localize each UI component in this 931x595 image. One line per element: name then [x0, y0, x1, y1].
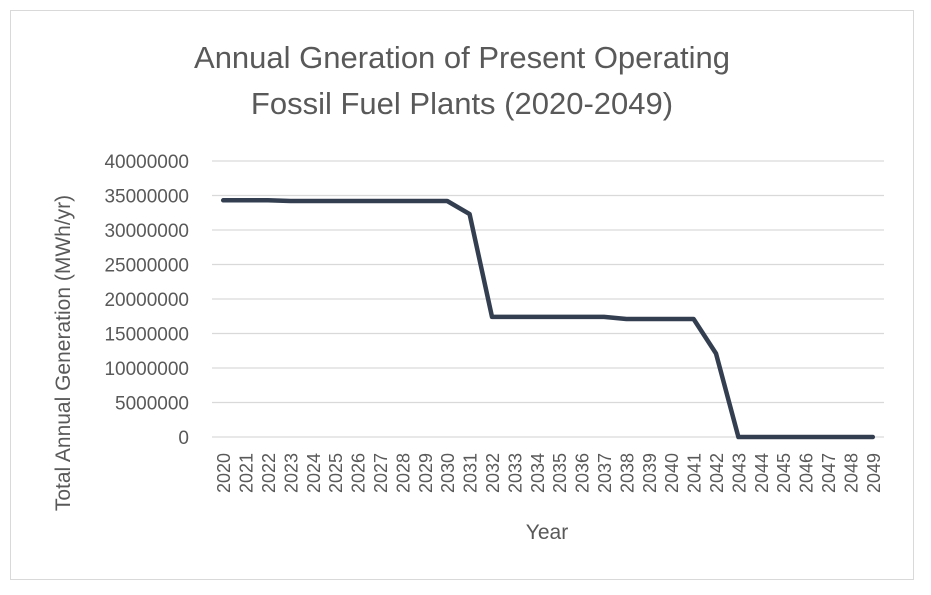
x-tick-label: 2042: [707, 453, 727, 493]
x-tick-label: 2021: [237, 453, 257, 493]
x-tick-label: 2040: [662, 453, 682, 493]
chart-frame: [10, 10, 914, 580]
x-tick-label: 2041: [685, 453, 705, 493]
x-tick-label: 2043: [729, 453, 749, 493]
x-tick-label: 2031: [461, 453, 481, 493]
y-tick-label: 15000000: [104, 325, 189, 346]
x-tick-label: 2037: [595, 453, 615, 493]
x-tick-label: 2046: [797, 453, 817, 493]
y-tick-label: 40000000: [104, 152, 189, 173]
x-tick-label: 2025: [326, 453, 346, 493]
y-tick-label: 20000000: [104, 290, 189, 311]
y-tick-label: 5000000: [115, 394, 189, 415]
y-tick-label: 0: [178, 428, 189, 449]
x-tick-label: 2020: [214, 453, 234, 493]
y-tick-label: 30000000: [104, 221, 189, 242]
x-tick-label: 2039: [640, 453, 660, 493]
x-tick-label: 2045: [774, 453, 794, 493]
x-tick-label: 2026: [349, 453, 369, 493]
x-tick-label: 2024: [304, 453, 324, 493]
x-tick-label: 2033: [505, 453, 525, 493]
x-tick-labels: 2020 2021 2022 2023 2024 2025 2026 2027 2028 2029…: [214, 453, 884, 493]
x-tick-label: 2049: [864, 453, 884, 493]
x-tick-label: 2034: [528, 453, 548, 493]
y-tick-label: 35000000: [104, 187, 189, 208]
x-tick-label: 2030: [438, 453, 458, 493]
chart-title-line-2: Fossil Fuel Plants (2020-2049): [251, 86, 673, 121]
x-tick-label: 2022: [259, 453, 279, 493]
x-tick-label: 2047: [819, 453, 839, 493]
x-tick-label: 2036: [573, 453, 593, 493]
series-line: [220, 198, 876, 440]
x-tick-label: 2038: [617, 453, 637, 493]
x-tick-label: 2027: [371, 453, 391, 493]
x-tick-label: 2023: [281, 453, 301, 493]
chart-title-line-1: Annual Gneration of Present Operating: [194, 40, 730, 75]
x-axis-label: Year: [526, 521, 568, 544]
x-tick-label: 2044: [752, 453, 772, 493]
generation-line: [220, 198, 876, 440]
y-tick-labels: 0 5000000 10000000 15000000 20000000 25000000…: [104, 152, 189, 449]
x-tick-label: 2028: [393, 453, 413, 493]
y-axis-label: Total Annual Generation (MWh/yr): [52, 195, 75, 511]
x-tick-label: 2048: [841, 453, 861, 493]
x-tick-label: 2029: [416, 453, 436, 493]
y-tick-label: 25000000: [104, 256, 189, 277]
x-tick-label: 2035: [550, 453, 570, 493]
x-tick-label: 2032: [483, 453, 503, 493]
y-tick-label: 10000000: [104, 359, 189, 380]
